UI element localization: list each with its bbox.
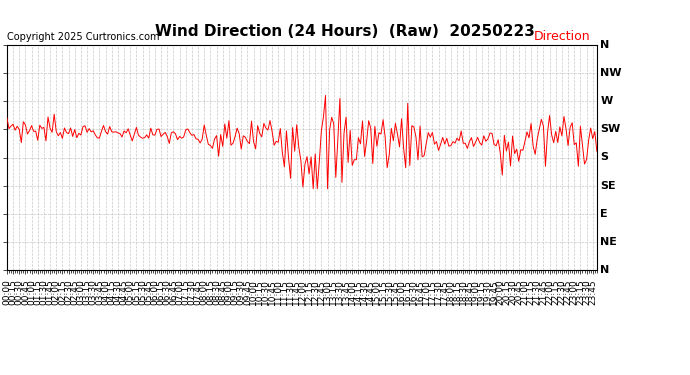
Text: NW: NW (600, 68, 622, 78)
Text: NE: NE (600, 237, 617, 247)
Text: SW: SW (600, 124, 620, 134)
Text: N: N (600, 265, 609, 275)
Text: W: W (600, 96, 613, 106)
Text: SE: SE (600, 181, 616, 190)
Text: Wind Direction (24 Hours)  (Raw)  20250223: Wind Direction (24 Hours) (Raw) 20250223 (155, 24, 535, 39)
Text: N: N (600, 40, 609, 50)
Text: E: E (600, 209, 608, 219)
Text: Copyright 2025 Curtronics.com: Copyright 2025 Curtronics.com (7, 32, 159, 42)
Text: Direction: Direction (533, 30, 590, 43)
Text: S: S (600, 153, 609, 162)
